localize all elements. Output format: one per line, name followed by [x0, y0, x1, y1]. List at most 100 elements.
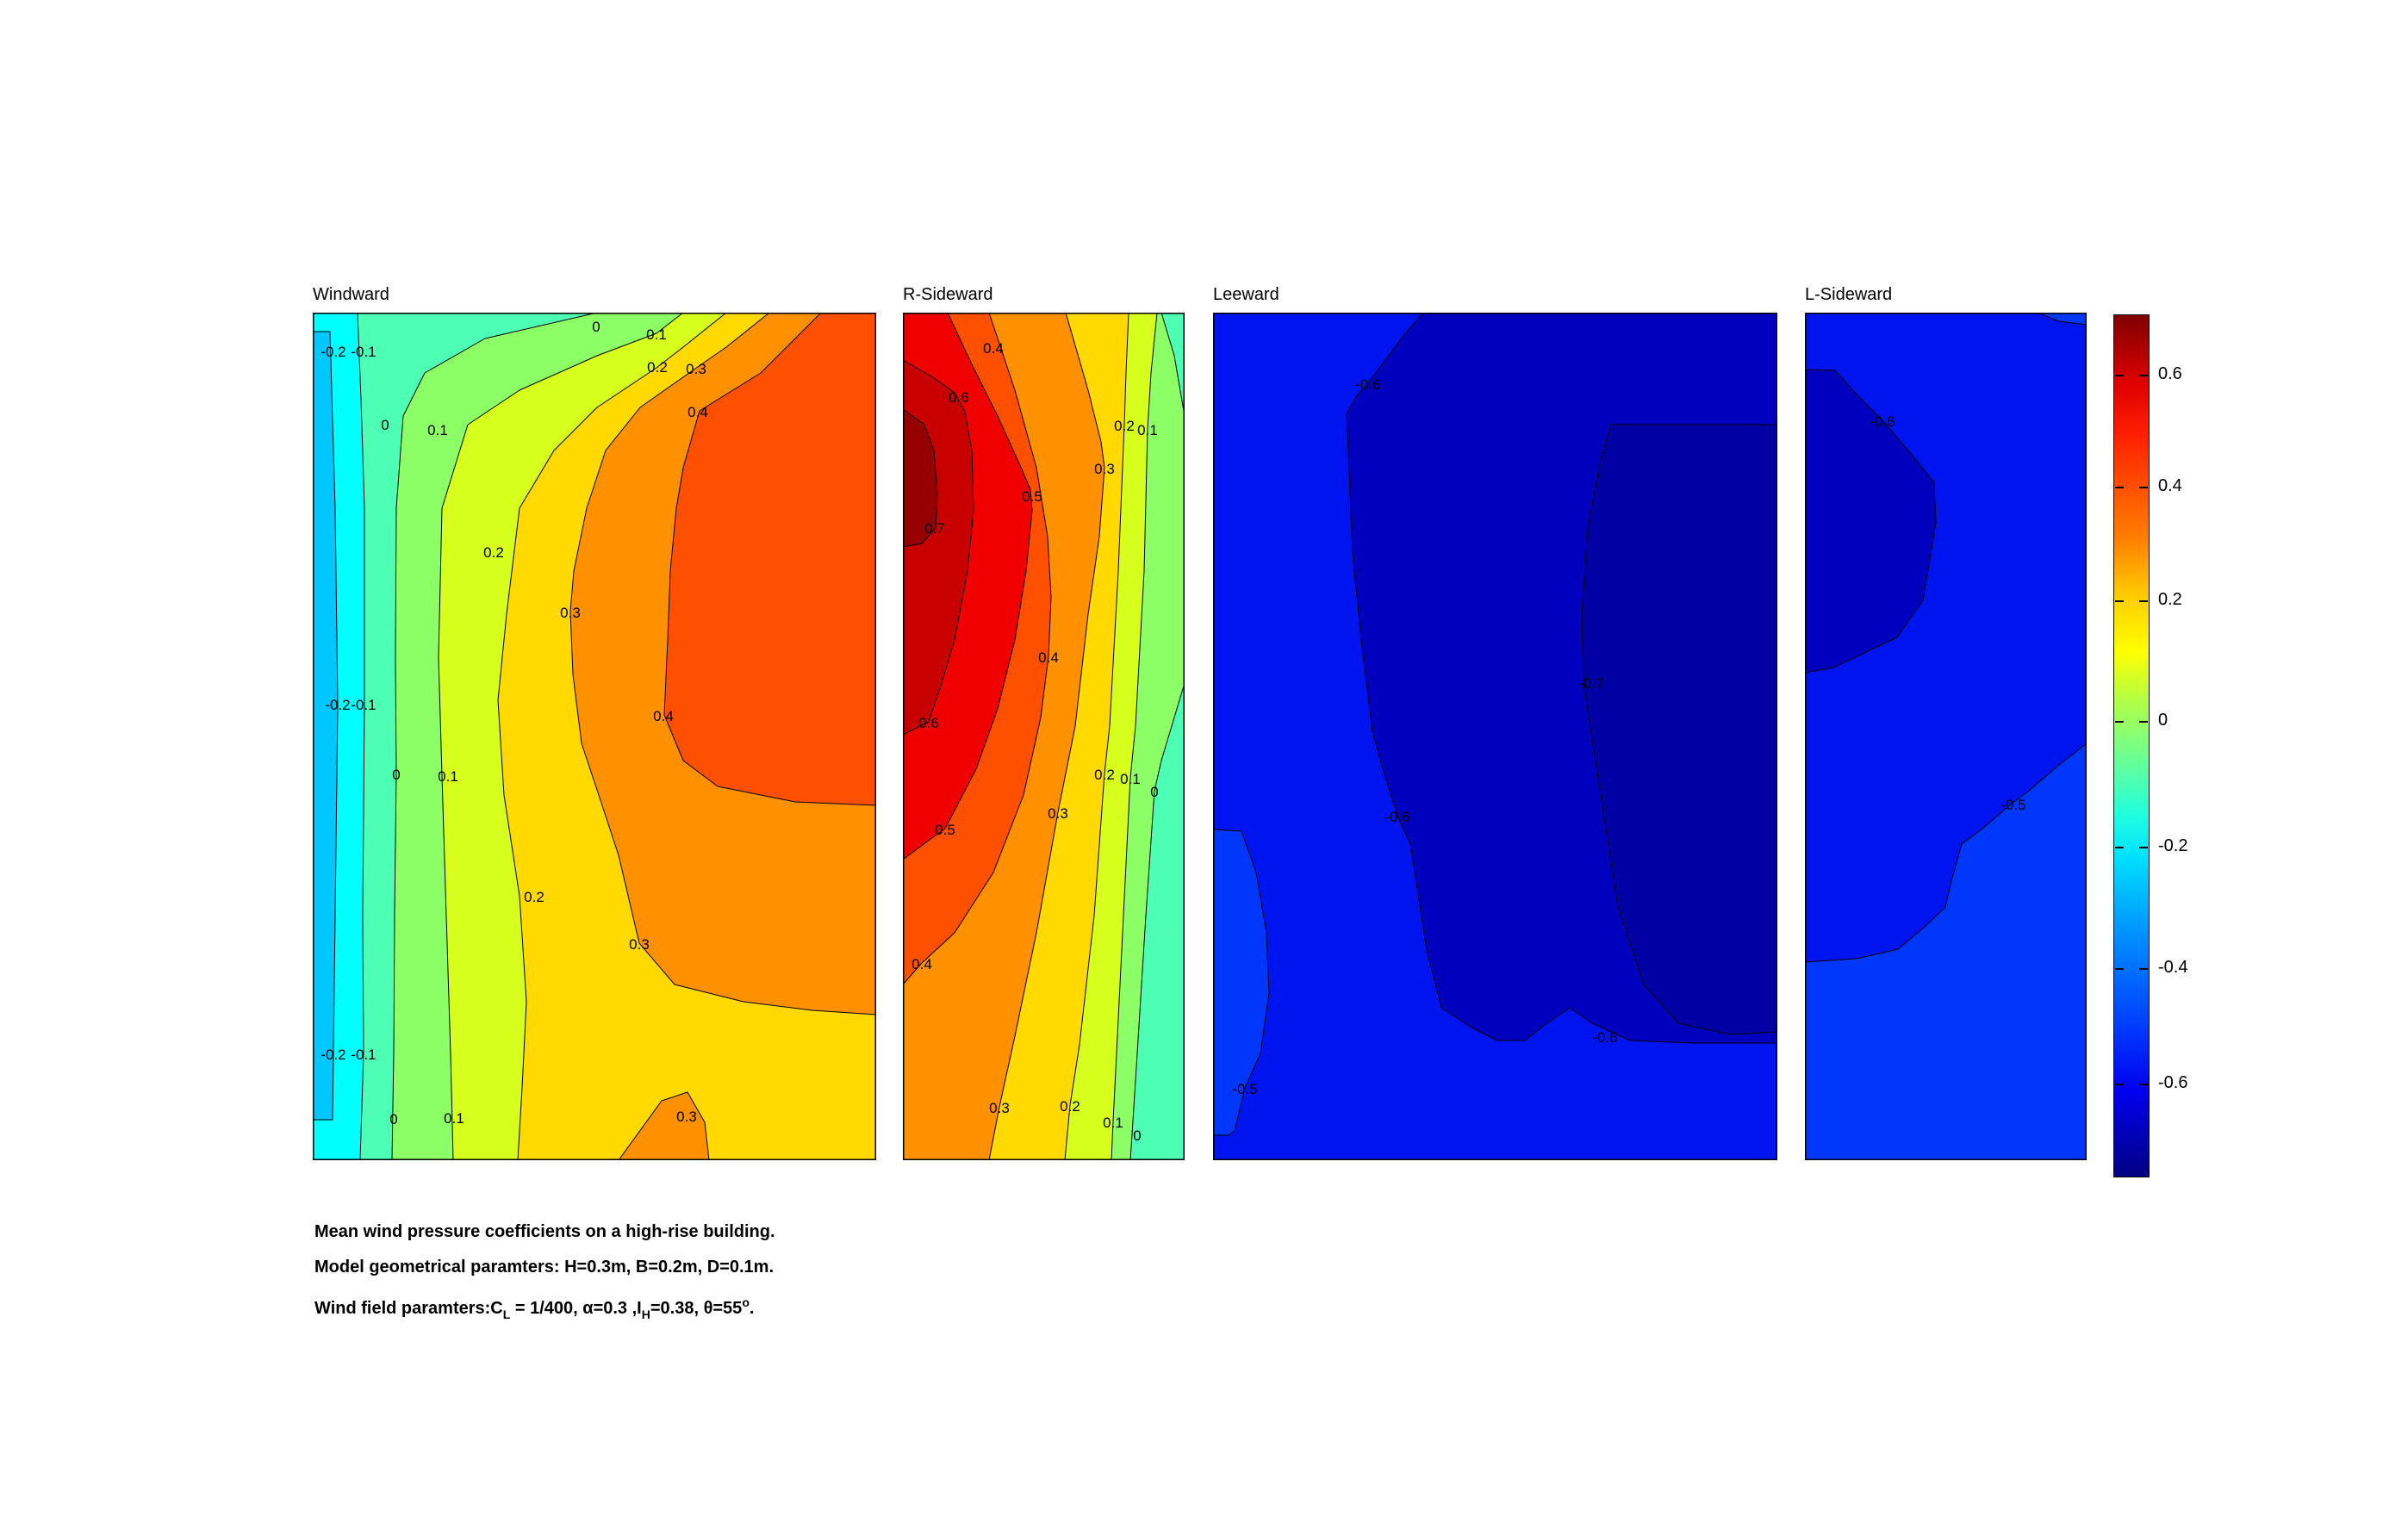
panel-border: [903, 313, 1185, 1160]
contour-label: 0.1: [438, 768, 458, 785]
contour-label: 0.5: [935, 822, 955, 838]
contour-label: 0: [389, 1111, 397, 1127]
contour-label: 0.4: [912, 956, 932, 972]
contour-label: 0.1: [646, 326, 667, 343]
colorbar-tick-label: -0.2: [2158, 836, 2188, 856]
colorbar-tick: [2139, 847, 2148, 849]
contour-label: 0.7: [924, 520, 945, 537]
contour-label: 0.2: [1114, 418, 1135, 434]
contour-label: 0.2: [524, 889, 544, 905]
contour-label: 0: [381, 417, 389, 433]
contour-label: 0: [1133, 1127, 1141, 1144]
contour-label: -0.6: [1592, 1029, 1617, 1046]
caption-fragment: Wind field paramters:C: [314, 1299, 503, 1318]
colorbar-tick-label: 0.2: [2158, 589, 2182, 609]
panel-border: [1805, 313, 2087, 1160]
panel-title-leeward: Leeward: [1213, 285, 1279, 304]
contour-label: 0.3: [629, 936, 650, 953]
contour-label: 0.3: [989, 1100, 1010, 1116]
contour-label: -0.6: [1870, 413, 1895, 430]
contour-label: 0.2: [1094, 767, 1115, 783]
colorbar-tick-label: -0.6: [2158, 1072, 2188, 1092]
colorbar-tick-label: 0: [2158, 710, 2168, 730]
contour-label: -0.2: [320, 1047, 345, 1063]
colorbar-tick: [2115, 487, 2124, 489]
colorbar-tick: [2139, 599, 2148, 602]
contour-label: 0.2: [647, 359, 668, 376]
colorbar: [2113, 314, 2150, 1177]
caption-fragment: .: [749, 1299, 755, 1318]
contour-label: 0.3: [560, 605, 581, 621]
panel-border: [313, 313, 876, 1160]
contour-label: -0.5: [2000, 797, 2025, 813]
contour-label: 0.1: [1137, 422, 1158, 438]
panel-title-windward: Windward: [313, 285, 389, 304]
contour-label: 0.3: [686, 361, 706, 377]
contour-band--0.3_to_-0.2: [313, 331, 339, 1121]
colorbar-tick: [2115, 720, 2124, 723]
caption-fragment: =0.38, θ=55: [650, 1299, 743, 1318]
colorbar-tick: [2115, 967, 2124, 970]
caption-fragment: = 1/400, α=0.3 ,I: [510, 1299, 642, 1318]
colorbar-tick: [2139, 967, 2148, 970]
caption-fragment: H: [641, 1307, 650, 1321]
colorbar-tick: [2115, 599, 2124, 602]
colorbar-tick: [2139, 720, 2148, 723]
contour-label: 0.6: [918, 715, 939, 731]
contour-label: 0.4: [688, 404, 708, 420]
caption-line-2: Model geometrical paramters: H=0.3m, B=0…: [314, 1258, 774, 1276]
colorbar-tick-label: 0.6: [2158, 364, 2182, 384]
contour-panel-r-sideward: 0.40.60.2 0.10.30.50.70.40.60.2 0.100.30.5…: [903, 313, 1185, 1160]
contour-label: 0.4: [653, 708, 674, 724]
contour-label: 0.2: [1060, 1098, 1080, 1115]
caption-line-1: Mean wind pressure coefficients on a hig…: [314, 1222, 775, 1241]
panel-title-r-sideward: R-Sideward: [903, 285, 993, 304]
contour-label: 0.3: [676, 1109, 697, 1125]
contour-band-ge_0.7: [903, 408, 938, 548]
colorbar-tick: [2115, 1083, 2124, 1085]
contour-label: 0.4: [983, 340, 1004, 357]
panel-title-l-sideward: L-Sideward: [1805, 285, 1893, 304]
contour-label: 0: [1150, 784, 1158, 800]
contour-label: 0.1: [1103, 1115, 1123, 1131]
contour-label: 0.1: [1120, 771, 1141, 787]
contour-band--0.5_to_-0.4: [1805, 742, 2087, 1160]
contour-band--0.5_to_-0.4: [1213, 829, 1270, 1136]
contour-label: -0.1: [351, 1047, 376, 1063]
colorbar-tick: [2115, 847, 2124, 849]
contour-band-le_-0.7: [1581, 424, 1777, 1035]
contour-panel-windward: -0.2 -0.10 0.10 0.10.2 0.30.40.20.3-0.2 -0.10…: [313, 313, 876, 1160]
contour-label: 0.3: [1094, 461, 1115, 477]
colorbar-tick: [2139, 375, 2148, 377]
contour-label: 0: [392, 767, 400, 783]
colorbar-tick-label: 0.4: [2158, 476, 2182, 496]
contour-panel-leeward: -0.6 -0.7 -0.6 -0.6 -0.5: [1213, 313, 1777, 1160]
contour-band-ge_0.3_blob: [618, 1091, 710, 1160]
contour-band--0.5_strip_top: [2037, 313, 2087, 326]
colorbar-tick: [2139, 1083, 2148, 1085]
contour-label: -0.1: [351, 697, 376, 713]
contour-band-le_-0.6: [1805, 369, 1937, 674]
contour-label: 0.6: [949, 389, 969, 406]
panel-border: [1213, 313, 1777, 1160]
contour-label: -0.2: [325, 697, 350, 713]
contour-label: 0.4: [1038, 649, 1059, 666]
caption-fragment: o: [742, 1295, 750, 1309]
figure-caption: Mean wind pressure coefficients on a hig…: [314, 1214, 775, 1332]
contour-band-ge_0.4: [663, 313, 876, 806]
contour-label: 0.1: [444, 1110, 464, 1127]
contour-label: -0.7: [1578, 675, 1603, 692]
contour-label: 0.3: [1048, 805, 1068, 822]
contour-label: 0: [592, 319, 600, 335]
contour-label: -0.6: [1355, 376, 1380, 393]
contour-label: -0.2: [320, 344, 345, 360]
contour-panel-l-sideward: -0.6 -0.5: [1805, 313, 2087, 1160]
colorbar-tick-label: -0.4: [2158, 957, 2188, 977]
contour-label: -0.5: [1232, 1081, 1257, 1097]
colorbar-tick: [2139, 487, 2148, 489]
colorbar-tick: [2115, 375, 2124, 377]
caption-line-3: Wind field paramters:CL = 1/400, α=0.3 ,…: [314, 1285, 775, 1332]
contour-label: 0.2: [483, 544, 504, 561]
contour-label: -0.1: [351, 344, 376, 360]
